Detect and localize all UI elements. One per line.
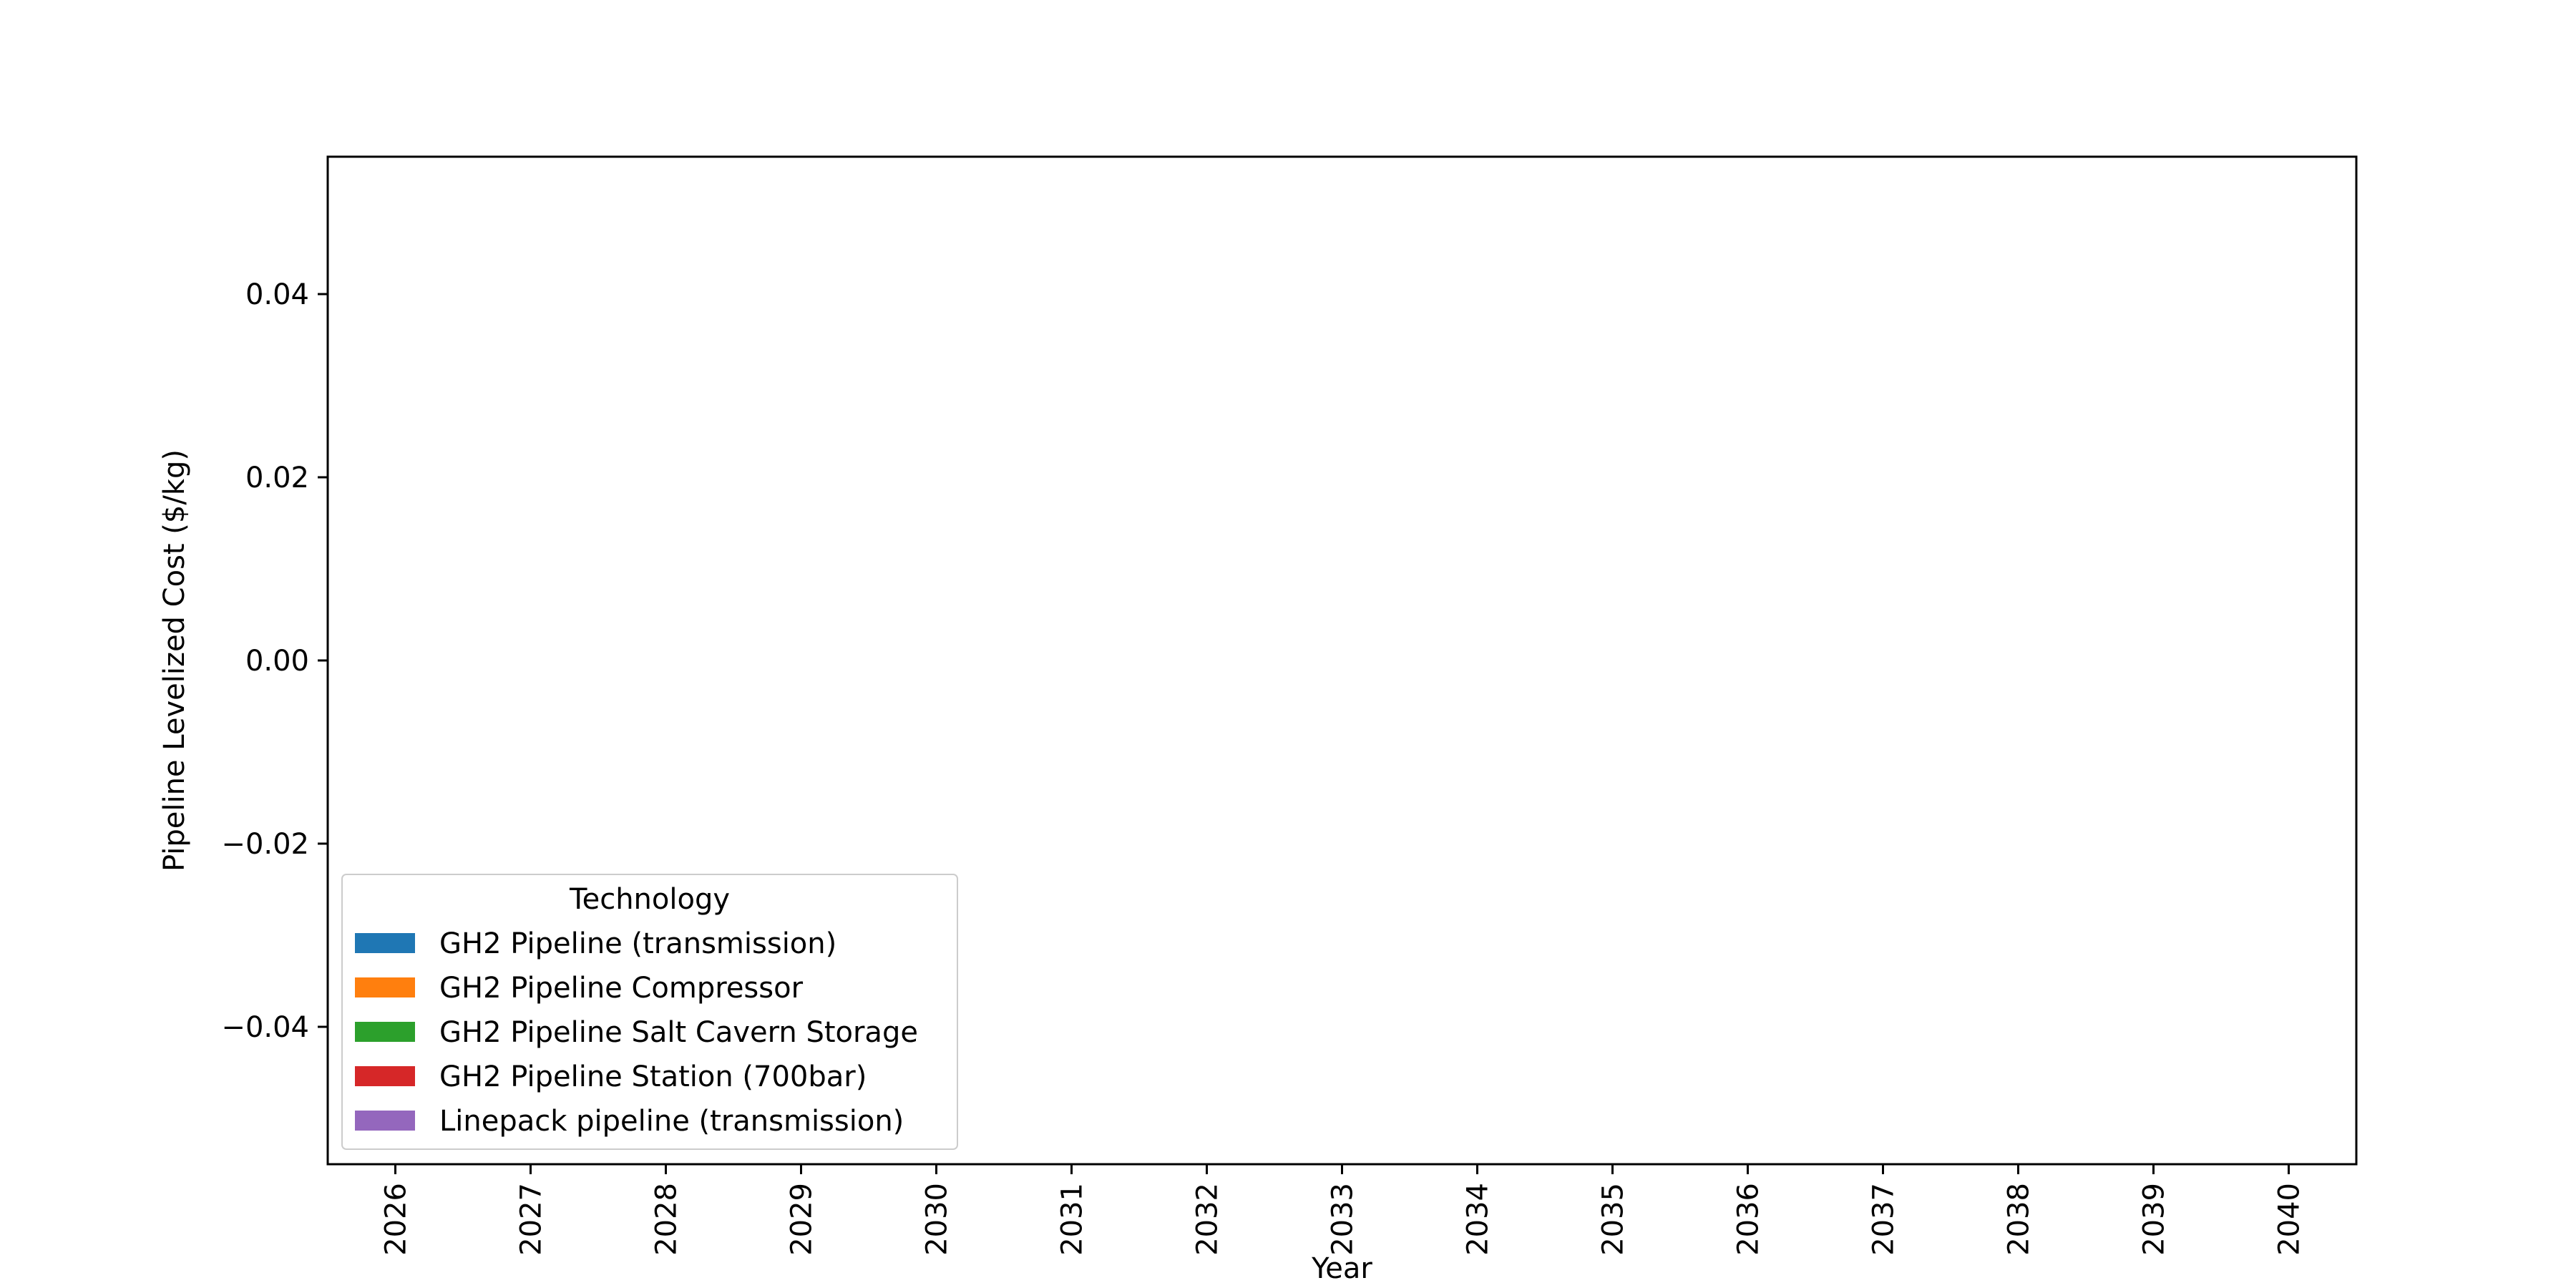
y-tick-label: 0.02 <box>245 462 309 494</box>
y-axis-ticks: −0.04 −0.02 0.00 0.02 0.04 <box>221 278 328 1044</box>
x-tick-label: 2026 <box>380 1183 413 1256</box>
legend-title: Technology <box>569 883 730 916</box>
legend-swatch <box>355 933 415 953</box>
legend-label: Linepack pipeline (transmission) <box>439 1105 904 1138</box>
x-tick-label: 2033 <box>1327 1183 1360 1256</box>
x-tick-label: 2040 <box>2273 1183 2306 1256</box>
legend-label: GH2 Pipeline Salt Cavern Storage <box>439 1016 918 1049</box>
x-tick-label: 2037 <box>1868 1183 1901 1256</box>
x-tick-label: 2038 <box>2003 1183 2036 1256</box>
y-tick-label: 0.00 <box>245 645 309 678</box>
x-axis-label: Year <box>1311 1252 1372 1285</box>
x-tick-label: 2035 <box>1597 1183 1630 1256</box>
legend-label: GH2 Pipeline (transmission) <box>439 927 836 960</box>
x-tick-label: 2036 <box>1732 1183 1765 1256</box>
y-axis-label: Pipeline Levelized Cost ($/kg) <box>158 449 191 872</box>
legend-swatch <box>355 977 415 997</box>
x-tick-label: 2034 <box>1462 1183 1495 1256</box>
legend-swatch <box>355 1111 415 1131</box>
x-tick-label: 2029 <box>786 1183 819 1256</box>
y-tick-label: −0.02 <box>221 828 309 861</box>
x-tick-label: 2027 <box>515 1183 548 1256</box>
y-tick-label: 0.04 <box>245 278 309 311</box>
x-axis-ticks: 2026 2027 2028 2029 2030 2031 2032 2033 2034 2035… <box>380 1164 2306 1256</box>
x-tick-label: 2028 <box>650 1183 683 1256</box>
y-tick-label: −0.04 <box>221 1011 309 1044</box>
legend-swatch <box>355 1066 415 1086</box>
legend-label: GH2 Pipeline Compressor <box>439 972 804 1005</box>
legend: Technology GH2 Pipeline (transmission)GH… <box>341 874 958 1150</box>
x-tick-label: 2030 <box>921 1183 954 1256</box>
legend-label: GH2 Pipeline Station (700bar) <box>439 1060 867 1093</box>
legend-box <box>341 874 958 1150</box>
x-tick-label: 2031 <box>1056 1183 1089 1256</box>
x-tick-label: 2039 <box>2138 1183 2171 1256</box>
legend-items: GH2 Pipeline (transmission) GH2 Pipeline … <box>355 927 918 1138</box>
x-tick-label: 2032 <box>1191 1183 1224 1256</box>
legend-swatch <box>355 1022 415 1042</box>
